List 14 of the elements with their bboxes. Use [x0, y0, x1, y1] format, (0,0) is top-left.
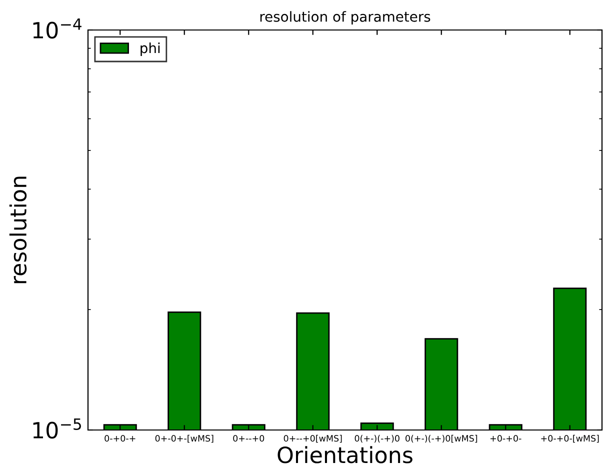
y-tick-label: 10$^{−5}$	[33, 418, 81, 439]
x-axis-title: Orientations	[278, 446, 412, 464]
x-tick-label: 0(+-)(-+)0	[354, 434, 400, 443]
x-tick-label: 0+--+0	[233, 435, 264, 442]
x-tick-label: +0-+0-[wMS]	[541, 434, 599, 443]
x-tick-label: 0+-0+-[wMS]	[155, 434, 214, 443]
y-tick-label: 10$^{−4}$	[33, 18, 82, 39]
y-axis-title: resolution	[9, 176, 27, 284]
x-tick-label: 0(+-)(-+)0[wMS]	[406, 434, 478, 443]
x-tick-label: +0-+0-	[490, 435, 522, 442]
chart-title: resolution of parameters	[260, 11, 430, 25]
x-tick-label: 0+--+0[wMS]	[284, 434, 342, 443]
x-tick-label: 0-+0-+	[104, 435, 136, 442]
legend-label: phi	[140, 42, 160, 56]
